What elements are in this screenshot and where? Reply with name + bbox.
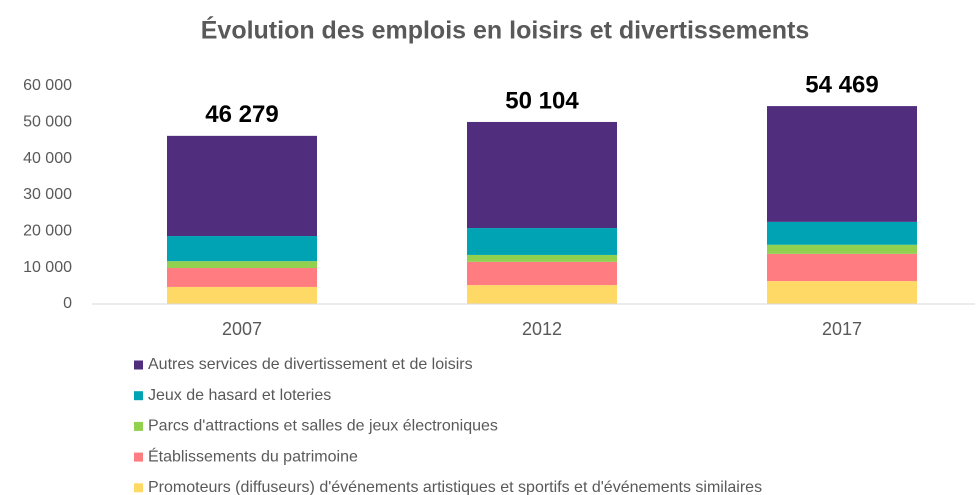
legend-label: Jeux de hasard et loteries [148,387,331,404]
bar-segment [167,261,317,269]
bar-segment [767,281,917,304]
total-label: 54 469 [805,71,878,98]
bar-segment [167,135,317,237]
bar-segment [467,254,617,262]
bar-segment [167,286,317,304]
bar-segment [767,244,917,254]
legend-swatch [134,360,143,370]
bar-segment [167,268,317,287]
y-tick-label: 20 000 [23,223,72,240]
bar-segment [467,285,617,304]
legend-swatch [134,452,143,462]
y-tick-label: 0 [63,295,72,312]
x-tick-label: 2012 [522,319,562,339]
x-tick-label: 2007 [222,319,262,339]
bar-segment [467,228,617,255]
legend-swatch [134,391,143,401]
x-tick-label: 2017 [822,319,862,339]
y-tick-label: 40 000 [23,150,72,167]
legend-label: Parcs d'attractions et salles de jeux él… [148,418,498,435]
bar-segment [467,121,617,229]
total-label: 46 279 [205,101,278,128]
legend-swatch [134,483,143,493]
bar-segment [767,253,917,282]
legend-label: Établissements du patrimoine [148,446,358,465]
bar-segment [767,106,917,222]
legend-swatch [134,421,143,431]
y-tick-label: 50 000 [23,114,72,131]
total-label: 50 104 [505,87,579,114]
legend-label: Promoteurs (diffuseurs) d'événements art… [148,479,762,495]
bar-segment [467,261,617,286]
bar-segment [767,221,917,245]
y-tick-label: 30 000 [23,186,72,203]
chart-title: Évolution des emplois en loisirs et dive… [201,16,810,45]
y-tick-label: 10 000 [23,259,72,276]
bar-segment [167,236,317,262]
y-tick-label: 60 000 [23,77,72,94]
legend-label: Autres services de divertissement et de … [148,356,473,373]
